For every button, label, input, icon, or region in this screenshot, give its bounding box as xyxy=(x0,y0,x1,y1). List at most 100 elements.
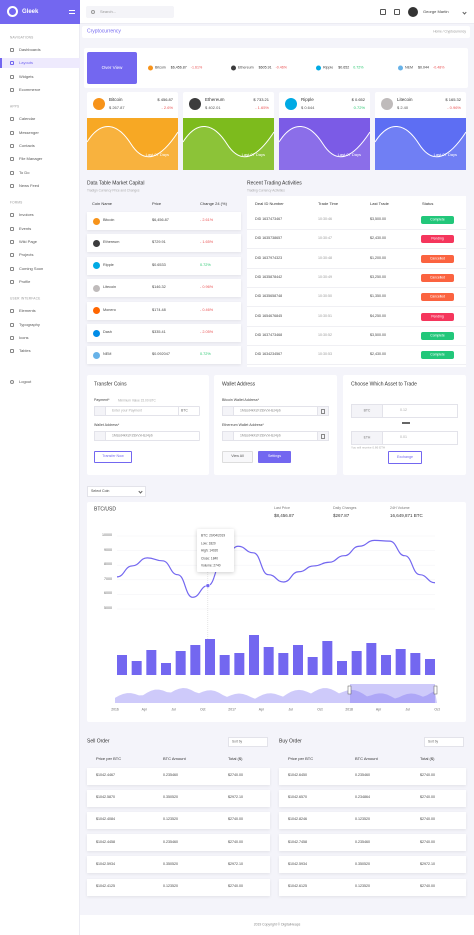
ticker-item: Ripple $0.652 0.72% xyxy=(316,65,363,71)
button[interactable] xyxy=(94,451,132,463)
nav-item[interactable]: Typography xyxy=(19,321,40,327)
order-cell: $1042.5934 xyxy=(96,862,115,866)
search-box[interactable] xyxy=(86,6,174,18)
coin-name: NEM xyxy=(103,352,112,357)
icon xyxy=(92,329,100,337)
row-divider xyxy=(247,286,466,288)
field-hint: Minimum Value 15.00 BTC xyxy=(118,398,156,403)
footer-bar xyxy=(80,915,474,935)
x-tick-label: Oct xyxy=(434,707,440,712)
nav-item[interactable]: Invoices xyxy=(19,212,34,218)
coin-name: Bitcoin xyxy=(155,65,166,70)
volume-bar xyxy=(425,659,435,675)
nav-item[interactable]: Calendar xyxy=(19,116,36,122)
user-name[interactable]: George Martin xyxy=(423,9,449,14)
trade-time: 10:30:52 xyxy=(318,333,332,337)
icon-button[interactable] xyxy=(380,9,386,15)
coin-change: -0.46% xyxy=(275,65,287,70)
field-label: Ethereum Wallet Address* xyxy=(222,423,264,428)
nav-icon xyxy=(10,74,14,79)
nav-icon xyxy=(10,130,14,135)
logo-icon xyxy=(7,6,18,17)
button-label[interactable]: View All xyxy=(231,454,244,459)
select[interactable] xyxy=(87,486,146,497)
select[interactable] xyxy=(178,406,200,416)
volume-bar xyxy=(263,647,274,675)
nav-item[interactable]: News Feed xyxy=(19,183,40,189)
card-wave xyxy=(86,126,179,158)
status: Pending xyxy=(431,313,444,318)
volume-bar xyxy=(293,645,303,675)
trade-time: 10:30:47 xyxy=(318,236,332,241)
coin-price: $174.48 xyxy=(152,307,166,312)
overview-button[interactable] xyxy=(87,52,137,84)
button[interactable] xyxy=(258,451,291,463)
menu-toggle[interactable] xyxy=(69,10,75,14)
nav-item[interactable]: Projects xyxy=(19,252,34,258)
volume-bar xyxy=(410,653,421,675)
trade-time: 10:30:49 xyxy=(318,275,332,280)
panel-title: Transfer Coins xyxy=(94,381,127,388)
nav-icon xyxy=(10,380,14,384)
column-header: Total ($) xyxy=(420,756,435,761)
delete-button[interactable] xyxy=(317,406,329,416)
wallet-value: 1Mssd4kKzFZ8xVxHsz4pb xyxy=(240,408,281,413)
icon-button[interactable] xyxy=(394,9,400,15)
button[interactable] xyxy=(222,451,253,463)
nav-icon xyxy=(10,48,14,52)
order-cell: $1042.5870 xyxy=(96,795,115,800)
nav-item[interactable]: Events xyxy=(19,225,32,231)
input-addon xyxy=(94,431,106,441)
x-tick-label: Apr xyxy=(258,707,264,712)
nav-item[interactable]: To Do xyxy=(19,169,30,175)
coin-price: $0.652 xyxy=(338,65,350,70)
delete-button[interactable] xyxy=(317,431,329,441)
nav-item[interactable]: Ecommerce xyxy=(19,87,41,93)
column-header: Price per BTC xyxy=(96,756,122,761)
order-cell: $1042.4458 xyxy=(96,839,115,844)
nav-item[interactable]: Messenger xyxy=(19,129,39,135)
order-cell: $2740.00 xyxy=(420,795,435,800)
nav-item[interactable]: Widgets xyxy=(19,73,34,79)
select-label[interactable]: Select Coin xyxy=(91,488,110,493)
status: Cancelled xyxy=(429,275,446,280)
panel-title: Buy Order xyxy=(279,738,302,745)
column-header: Last Trade xyxy=(370,201,389,206)
nav-icon xyxy=(10,157,14,162)
chart-title: BTC/USD xyxy=(94,506,116,513)
nav-item[interactable]: Profile xyxy=(19,279,31,285)
nav-item[interactable]: Tables xyxy=(19,348,31,354)
nav-item[interactable]: Wiki Page xyxy=(19,239,38,244)
last-trade: $3,500.00 xyxy=(370,333,386,337)
sort-label[interactable]: Sort by xyxy=(428,739,439,744)
placeholder: Enter your Payment xyxy=(112,408,142,413)
sort-select[interactable] xyxy=(424,737,464,747)
nav-item[interactable]: File Manager xyxy=(19,156,43,162)
button-label[interactable]: Transfer Now xyxy=(102,454,124,459)
input-addon xyxy=(351,404,383,418)
status-badge xyxy=(421,235,454,244)
nav-item[interactable]: Logout xyxy=(19,379,32,384)
volume-bar xyxy=(117,655,127,675)
nav-item[interactable]: Layouts xyxy=(19,60,34,66)
card-name: Ethereum xyxy=(205,96,225,102)
overview-label[interactable]: Over View xyxy=(101,64,123,70)
nav-item[interactable]: Coming Soon xyxy=(19,265,44,271)
nav-item[interactable]: Elements xyxy=(19,308,36,314)
row-divider xyxy=(247,344,466,346)
nav-item[interactable]: Contacts xyxy=(19,143,35,148)
input-addon xyxy=(94,406,106,416)
button-label[interactable]: Settings xyxy=(268,454,281,459)
nav-item[interactable]: Dashboards xyxy=(19,47,41,52)
button-label[interactable]: Exchange xyxy=(397,454,413,459)
sort-label[interactable]: Sort by xyxy=(232,739,243,744)
sort-select[interactable] xyxy=(228,737,268,747)
status: Pending xyxy=(431,236,444,241)
nav-item[interactable]: Icons xyxy=(19,335,29,340)
nav-icon xyxy=(10,144,14,148)
y-tick-label: 9000 xyxy=(104,547,112,552)
button[interactable] xyxy=(388,451,422,464)
volume-bar xyxy=(219,655,230,675)
deal-id: DID 1654676845 xyxy=(255,313,283,318)
coin-change: 0.72% xyxy=(200,262,211,267)
